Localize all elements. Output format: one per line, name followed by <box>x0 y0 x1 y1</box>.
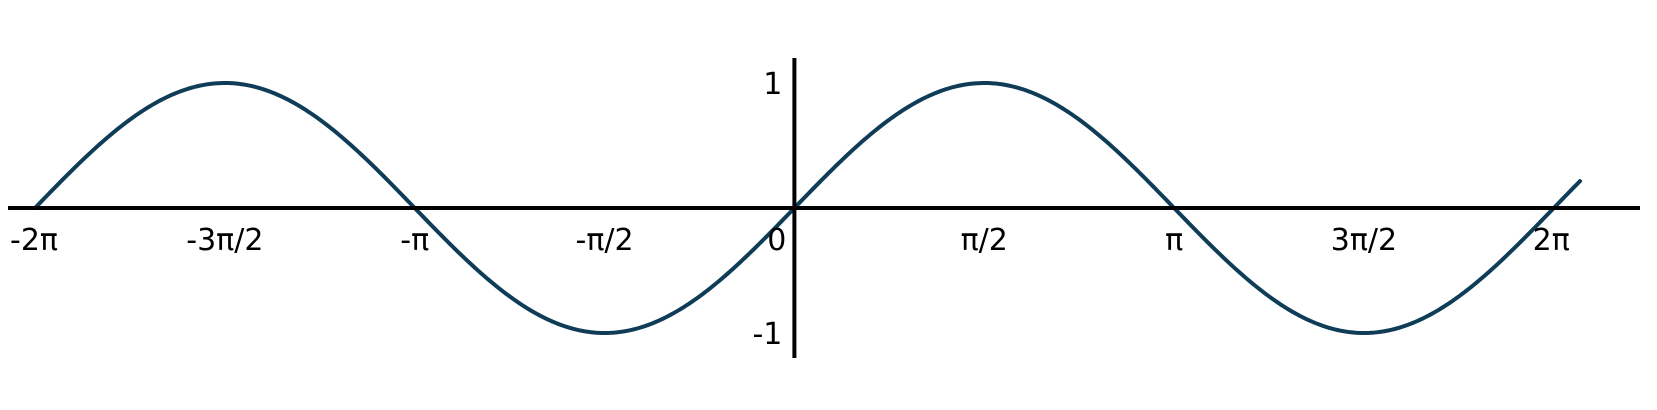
x-tick-label: -3π/2 <box>186 223 263 258</box>
x-tick-label: π <box>1165 223 1183 258</box>
x-tick-label: -π <box>400 223 429 258</box>
x-tick-label: 0 <box>767 223 786 258</box>
series-line-sine <box>33 81 1582 335</box>
x-tick-label: π/2 <box>961 223 1008 258</box>
x-tick-label: -2π <box>10 223 58 258</box>
y-tick-labels: 1 -1 <box>752 67 782 352</box>
x-tick-label: 2π <box>1533 223 1570 258</box>
x-tick-label: -π/2 <box>576 223 634 258</box>
y-tick-label: 1 <box>763 67 782 102</box>
y-tick-label: -1 <box>752 317 782 352</box>
x-tick-labels: -2π -3π/2 -π -π/2 0 π/2 π 3π/2 2π <box>10 223 1570 258</box>
x-tick-label: 3π/2 <box>1331 223 1397 258</box>
